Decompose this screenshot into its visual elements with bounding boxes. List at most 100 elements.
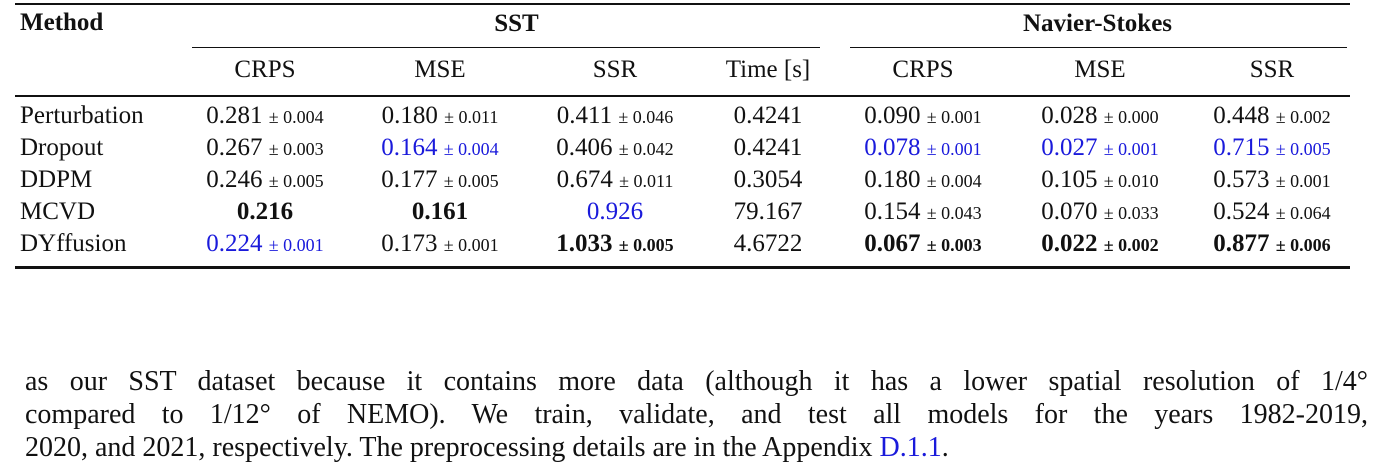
cell-std: ± 0.001 [268, 235, 324, 255]
cell-std: ± 0.005 [268, 171, 324, 191]
cell-value: 0.246 [206, 166, 263, 193]
table-cell: 0.090 ± 0.001 [833, 101, 1013, 132]
cell-std: ± 0.001 [1103, 139, 1159, 159]
cell-value: 0.022 [1041, 230, 1098, 257]
cell-std: ± 0.011 [619, 171, 674, 191]
cell-value: 0.090 [864, 102, 921, 129]
group-header: SST [494, 10, 539, 37]
mid-rule [15, 95, 1350, 97]
table-cell: 0.078 ± 0.001 [833, 133, 1013, 164]
cell-value: 0.177 [381, 166, 438, 193]
table-cell: 0.4241 [678, 133, 858, 163]
table-cell: 0.715 ± 0.005 [1182, 133, 1362, 164]
column-header: MSE [414, 56, 466, 83]
cell-std: ± 0.003 [926, 235, 982, 255]
method-name: MCVD [20, 198, 96, 225]
table-cell: 0.267 ± 0.003 [175, 133, 355, 164]
cell-std: ± 0.005 [1275, 139, 1331, 159]
cell-value: 0.4241 [733, 102, 803, 129]
table-cell: 79.167 [678, 197, 858, 227]
table-cell: 4.6722 [678, 229, 858, 259]
cell-std: ± 0.010 [1103, 171, 1159, 191]
cell-value: 0.180 [864, 166, 921, 193]
cell-value: 1.033 [556, 230, 613, 257]
column-header: CRPS [234, 56, 296, 83]
method-name: Dropout [20, 134, 104, 161]
table-cell: 0.524 ± 0.064 [1182, 197, 1362, 228]
table-cell: 0.105 ± 0.010 [1010, 165, 1190, 196]
cell-std: ± 0.006 [1275, 235, 1331, 255]
method-name: DDPM [20, 166, 93, 193]
cell-value: 4.6722 [733, 230, 803, 257]
table-cell: 0.877 ± 0.006 [1182, 229, 1362, 260]
cell-value: 0.105 [1041, 166, 1098, 193]
table-cell: 0.926 [525, 197, 705, 227]
cell-std: ± 0.003 [268, 139, 324, 159]
table-cell: 1.033 ± 0.005 [525, 229, 705, 260]
paragraph-text: . [941, 432, 949, 463]
table-cell: 0.070 ± 0.033 [1010, 197, 1190, 228]
table-cell: 0.173 ± 0.001 [350, 229, 530, 260]
table-cell: 0.180 ± 0.011 [350, 101, 530, 132]
table-cell: 0.406 ± 0.042 [525, 133, 705, 164]
table-cell: 0.281 ± 0.004 [175, 101, 355, 132]
cell-value: 0.173 [381, 230, 438, 257]
cell-std: ± 0.002 [1103, 235, 1159, 255]
table-cell: 0.246 ± 0.005 [175, 165, 355, 196]
method-name: DYffusion [20, 230, 127, 257]
cell-value: 0.877 [1213, 230, 1270, 257]
table-cell: 0.573 ± 0.001 [1182, 165, 1362, 196]
table-cell: 0.3054 [678, 165, 858, 195]
cell-value: 0.674 [556, 166, 613, 193]
table-cell: 0.180 ± 0.004 [833, 165, 1013, 196]
paragraph-line: 2020, and 2021, respectively. The prepro… [25, 432, 949, 464]
paragraph-line: compared to 1/12° of NEMO). We train, va… [25, 399, 1368, 430]
group-header: Navier-Stokes [1022, 10, 1173, 37]
paragraph-line: as our SST dataset because it contains m… [25, 366, 1368, 397]
table-cell: 0.674 ± 0.011 [525, 165, 705, 196]
cell-std: ± 0.033 [1103, 203, 1159, 223]
bottom-rule [15, 266, 1350, 269]
cell-std: ± 0.011 [444, 107, 499, 127]
cell-std: ± 0.004 [268, 107, 324, 127]
cell-value: 0.028 [1041, 102, 1098, 129]
table-cell: 0.164 ± 0.004 [350, 133, 530, 164]
cell-std: ± 0.000 [1103, 107, 1159, 127]
table-cell: 0.154 ± 0.043 [833, 197, 1013, 228]
cell-value: 0.573 [1213, 166, 1270, 193]
cell-value: 0.078 [864, 134, 921, 161]
group-rule [192, 47, 820, 48]
cell-value: 0.267 [206, 134, 263, 161]
column-header: SSR [1249, 56, 1295, 83]
appendix-link[interactable]: D.1.1 [879, 432, 942, 463]
table-cell: 0.028 ± 0.000 [1010, 101, 1190, 132]
cell-value: 0.180 [381, 102, 438, 129]
table-cell: 0.161 [350, 197, 530, 227]
cell-value: 0.926 [586, 198, 644, 225]
cell-std: ± 0.005 [618, 235, 674, 255]
cell-value: 0.224 [206, 230, 263, 257]
cell-std: ± 0.064 [1275, 203, 1331, 223]
table-cell: 0.411 ± 0.046 [525, 101, 705, 132]
table-cell: 0.216 [175, 197, 355, 227]
cell-value: 0.281 [206, 102, 263, 129]
cell-std: ± 0.001 [443, 235, 499, 255]
table-cell: 0.027 ± 0.001 [1010, 133, 1190, 164]
cell-std: ± 0.001 [1275, 171, 1331, 191]
table-cell: 0.177 ± 0.005 [350, 165, 530, 196]
cell-value: 0.164 [381, 134, 438, 161]
cell-std: ± 0.005 [443, 171, 499, 191]
cell-value: 0.070 [1041, 198, 1098, 225]
cell-value: 0.161 [411, 198, 469, 225]
table-cell: 0.448 ± 0.002 [1182, 101, 1362, 132]
cell-std: ± 0.001 [926, 107, 982, 127]
method-name: Perturbation [20, 102, 144, 129]
column-header: MSE [1074, 56, 1126, 83]
method-header: Method [20, 9, 104, 36]
cell-value: 0.448 [1213, 102, 1270, 129]
column-header: CRPS [892, 56, 954, 83]
cell-std: ± 0.043 [926, 203, 982, 223]
table-cell: 0.022 ± 0.002 [1010, 229, 1190, 260]
cell-std: ± 0.042 [618, 139, 674, 159]
